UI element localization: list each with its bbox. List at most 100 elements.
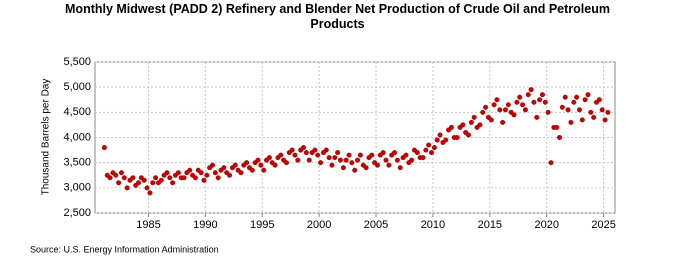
- data-point: [306, 157, 312, 163]
- x-tick-label: 2010: [421, 219, 445, 231]
- data-point: [209, 162, 215, 168]
- x-tick-label: 2000: [307, 219, 331, 231]
- data-point: [283, 160, 289, 166]
- data-point: [554, 124, 560, 130]
- data-point: [175, 170, 181, 176]
- data-point: [107, 175, 113, 181]
- data-point: [144, 185, 150, 191]
- data-point: [335, 150, 341, 156]
- chart-title: Monthly Midwest (PADD 2) Refinery and Bl…: [65, 2, 610, 31]
- data-point: [537, 97, 543, 103]
- data-point: [596, 97, 602, 103]
- data-point: [545, 109, 551, 115]
- data-point: [579, 117, 585, 123]
- data-point: [392, 150, 398, 156]
- x-tick-label: 2020: [534, 219, 558, 231]
- data-point: [488, 117, 494, 123]
- data-point: [272, 162, 278, 168]
- y-tick-label: 2,500: [63, 207, 91, 219]
- data-point: [289, 147, 295, 153]
- data-point: [454, 134, 460, 140]
- data-point: [164, 170, 170, 176]
- data-point: [116, 180, 122, 186]
- data-point: [141, 177, 147, 183]
- data-point: [429, 150, 435, 156]
- data-point: [349, 160, 355, 166]
- data-point: [187, 167, 193, 173]
- data-point: [528, 87, 534, 93]
- data-point: [434, 137, 440, 143]
- y-tick-label: 5,000: [63, 81, 91, 93]
- data-point: [343, 157, 349, 163]
- data-point: [494, 97, 500, 103]
- data-point: [204, 172, 210, 178]
- data-point: [602, 117, 608, 123]
- data-point: [588, 109, 594, 115]
- data-point: [295, 157, 301, 163]
- data-point: [414, 150, 420, 156]
- data-point: [480, 109, 486, 115]
- data-point: [113, 172, 119, 178]
- data-point: [292, 152, 298, 158]
- y-tick-label: 3,500: [63, 157, 91, 169]
- data-point: [517, 94, 523, 100]
- data-point: [124, 185, 130, 191]
- data-point: [249, 167, 255, 173]
- data-point: [576, 107, 582, 113]
- data-point: [491, 102, 497, 108]
- data-point: [147, 190, 153, 196]
- data-point: [460, 122, 466, 128]
- data-point: [181, 175, 187, 181]
- data-point: [329, 162, 335, 168]
- data-point: [466, 132, 472, 138]
- x-tick-label: 1985: [136, 219, 160, 231]
- x-tick-label: 1990: [193, 219, 217, 231]
- data-point: [232, 162, 238, 168]
- data-point: [520, 102, 526, 108]
- data-point: [502, 107, 508, 113]
- data-point: [170, 180, 176, 186]
- y-tick-label: 3,000: [63, 182, 91, 194]
- data-point: [525, 92, 531, 98]
- data-point: [500, 119, 506, 125]
- data-point: [363, 165, 369, 171]
- data-point: [403, 152, 409, 158]
- data-point: [369, 152, 375, 158]
- data-point: [394, 157, 400, 163]
- data-point: [380, 150, 386, 156]
- data-point: [605, 109, 611, 115]
- data-point: [420, 155, 426, 161]
- data-point: [483, 104, 489, 110]
- data-point: [255, 157, 261, 163]
- data-point: [591, 114, 597, 120]
- data-point: [118, 170, 124, 176]
- data-point: [374, 162, 380, 168]
- x-tick-label: 2005: [364, 219, 388, 231]
- data-point: [153, 175, 159, 181]
- data-point: [505, 102, 511, 108]
- data-point: [261, 167, 267, 173]
- data-point: [158, 177, 164, 183]
- data-point: [448, 124, 454, 130]
- data-point: [332, 155, 338, 161]
- data-point: [423, 147, 429, 153]
- data-point: [599, 107, 605, 113]
- data-point: [511, 112, 517, 118]
- data-point: [136, 180, 142, 186]
- data-point: [340, 165, 346, 171]
- data-point: [352, 167, 358, 173]
- data-point: [221, 165, 227, 171]
- data-point: [397, 165, 403, 171]
- data-point: [266, 155, 272, 161]
- y-tick-label: 5,500: [63, 56, 91, 68]
- data-point: [337, 157, 343, 163]
- data-point: [312, 147, 318, 153]
- data-point: [443, 137, 449, 143]
- data-point: [437, 132, 443, 138]
- data-point: [565, 107, 571, 113]
- x-tick-label: 2015: [478, 219, 502, 231]
- data-point: [215, 175, 221, 181]
- y-tick-label: 4,500: [63, 106, 91, 118]
